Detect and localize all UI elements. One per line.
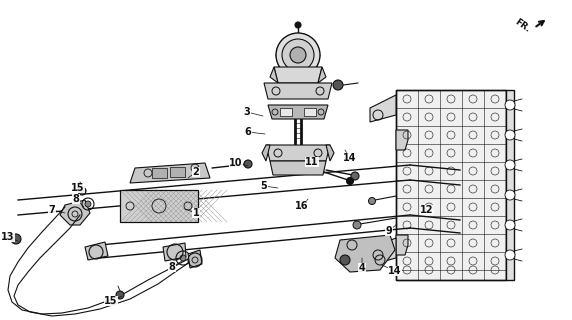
Circle shape	[276, 33, 320, 77]
Text: 15: 15	[72, 183, 85, 193]
Polygon shape	[262, 145, 270, 161]
Bar	[304, 108, 316, 116]
Circle shape	[282, 39, 314, 71]
Circle shape	[180, 255, 186, 261]
Circle shape	[116, 291, 124, 299]
Polygon shape	[274, 67, 322, 83]
Circle shape	[78, 187, 86, 195]
Text: 16: 16	[295, 199, 309, 211]
Text: 9: 9	[386, 224, 397, 236]
Bar	[170, 167, 185, 177]
Text: 7: 7	[49, 205, 65, 215]
Circle shape	[505, 190, 515, 200]
Polygon shape	[326, 145, 334, 161]
Polygon shape	[318, 67, 326, 83]
Polygon shape	[335, 235, 395, 272]
Text: 8: 8	[169, 261, 182, 272]
Bar	[120, 190, 198, 222]
Text: 3: 3	[244, 107, 263, 117]
Polygon shape	[270, 161, 326, 175]
Circle shape	[347, 178, 353, 185]
Polygon shape	[266, 145, 330, 161]
Polygon shape	[188, 250, 202, 268]
Text: 11: 11	[305, 157, 319, 167]
Polygon shape	[130, 163, 210, 183]
Text: 4: 4	[359, 258, 366, 273]
Polygon shape	[268, 105, 328, 119]
Circle shape	[340, 255, 350, 265]
Text: 15: 15	[104, 296, 122, 306]
Bar	[152, 168, 167, 178]
Text: FR.: FR.	[513, 17, 531, 34]
Text: 8: 8	[73, 194, 84, 207]
Polygon shape	[60, 200, 90, 225]
Bar	[280, 108, 292, 116]
Text: 10: 10	[229, 158, 248, 168]
Bar	[506, 90, 514, 280]
Text: 14: 14	[343, 150, 357, 163]
Circle shape	[368, 197, 375, 204]
Polygon shape	[370, 95, 396, 122]
Circle shape	[505, 220, 515, 230]
Circle shape	[353, 221, 361, 229]
Circle shape	[244, 160, 252, 168]
Text: 14: 14	[382, 265, 402, 276]
Circle shape	[290, 47, 306, 63]
Circle shape	[333, 80, 343, 90]
Circle shape	[295, 22, 301, 28]
Text: 12: 12	[420, 205, 434, 215]
Polygon shape	[370, 238, 396, 265]
Polygon shape	[163, 243, 186, 261]
Circle shape	[505, 100, 515, 110]
Text: 13: 13	[1, 232, 18, 242]
Text: 2: 2	[188, 167, 200, 178]
Polygon shape	[85, 242, 108, 260]
Circle shape	[505, 250, 515, 260]
Circle shape	[505, 130, 515, 140]
Text: 6: 6	[245, 127, 265, 137]
Circle shape	[11, 234, 21, 244]
Polygon shape	[396, 130, 408, 150]
Circle shape	[85, 201, 91, 207]
Bar	[396, 90, 506, 280]
Text: 5: 5	[261, 181, 278, 191]
Polygon shape	[270, 67, 278, 83]
Text: 1: 1	[185, 208, 200, 218]
Polygon shape	[396, 235, 408, 255]
Circle shape	[505, 160, 515, 170]
Circle shape	[351, 172, 359, 180]
Polygon shape	[264, 83, 332, 99]
Bar	[120, 190, 198, 222]
Bar	[396, 90, 506, 280]
